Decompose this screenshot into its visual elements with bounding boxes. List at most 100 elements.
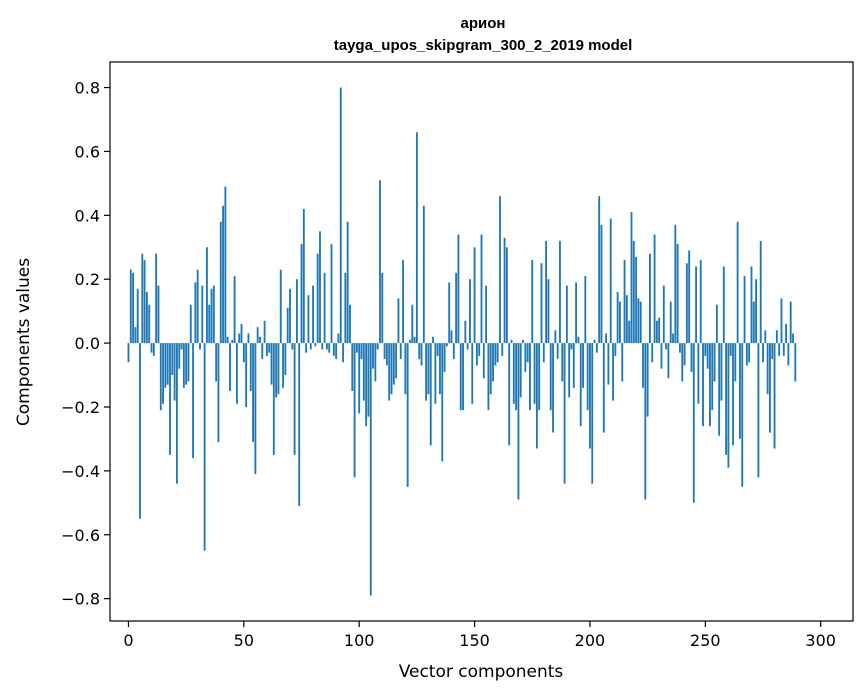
bar-118 <box>399 343 402 360</box>
bar-187 <box>559 240 561 344</box>
bar-194 <box>575 282 578 344</box>
bar-116 <box>395 343 398 379</box>
bar-89 <box>332 343 335 356</box>
bar-122 <box>409 339 411 344</box>
bar-132 <box>432 336 434 344</box>
bar-79 <box>309 343 312 350</box>
bar-24 <box>182 343 185 388</box>
bar-50 <box>242 343 245 363</box>
bar-233 <box>665 343 668 350</box>
bar-34 <box>205 247 208 344</box>
bar-76 <box>302 208 305 344</box>
bar-74 <box>298 343 301 507</box>
bar-277 <box>766 343 769 395</box>
bar-165 <box>508 343 511 446</box>
bar-102 <box>362 343 365 401</box>
plot-frame <box>109 61 854 622</box>
bar-244 <box>690 343 693 372</box>
bar-269 <box>748 343 751 363</box>
bar-270 <box>750 266 753 344</box>
bar-214 <box>621 343 624 382</box>
bar-106 <box>372 343 374 369</box>
bar-84 <box>321 343 324 350</box>
bar-108 <box>376 343 379 350</box>
x-tick-label-150: 150 <box>459 631 490 650</box>
bar-67 <box>282 343 284 388</box>
bar-61 <box>268 343 271 353</box>
bar-126 <box>418 343 421 360</box>
bar-286 <box>787 343 790 366</box>
bar-150 <box>473 247 476 344</box>
bar-210 <box>612 343 614 401</box>
bar-239 <box>679 343 681 353</box>
bar-209 <box>609 218 612 344</box>
bar-10 <box>150 343 153 353</box>
bar-145 <box>462 343 464 411</box>
bar-65 <box>277 343 280 395</box>
bar-57 <box>259 336 261 344</box>
bar-248 <box>699 260 702 344</box>
bar-12 <box>155 253 158 344</box>
bar-262 <box>732 343 734 446</box>
bar-82 <box>316 253 319 344</box>
bar-31 <box>199 343 201 350</box>
bar-204 <box>598 196 601 344</box>
x-axis-ticks: 0 50 100 150 200 250 300 <box>123 621 836 650</box>
bar-7 <box>143 260 146 344</box>
bar-59 <box>263 320 266 344</box>
y-tick-label-1: −0.6 <box>61 526 100 545</box>
bar-161 <box>499 196 501 344</box>
bar-35 <box>208 304 211 344</box>
bar-114 <box>390 343 393 395</box>
bar-5 <box>139 343 141 519</box>
bar-4 <box>136 288 139 344</box>
bar-123 <box>411 304 414 344</box>
bar-21 <box>175 343 178 484</box>
bar-267 <box>743 276 746 344</box>
bar-130 <box>427 343 430 395</box>
bar-22 <box>178 343 181 369</box>
bar-144 <box>459 343 462 411</box>
bar-72 <box>293 343 296 455</box>
bar-47 <box>235 343 238 404</box>
bar-146 <box>464 320 467 344</box>
bar-13 <box>157 285 160 344</box>
x-tick-label-200: 200 <box>575 631 606 650</box>
bar-181 <box>545 240 548 344</box>
bar-115 <box>392 343 395 385</box>
bar-111 <box>383 343 386 360</box>
bar-88 <box>330 244 333 344</box>
bar-75 <box>300 244 303 344</box>
bar-138 <box>445 343 448 347</box>
bar-289 <box>794 343 797 382</box>
bar-151 <box>475 343 478 366</box>
bar-100 <box>358 343 361 414</box>
bar-178 <box>538 343 541 411</box>
bar-14 <box>159 343 162 411</box>
bar-92 <box>339 87 342 344</box>
bar-11 <box>152 343 155 356</box>
bar-8 <box>146 291 148 344</box>
bar-201 <box>591 343 594 484</box>
bar-86 <box>325 343 328 350</box>
bar-203 <box>595 343 598 353</box>
bar-177 <box>535 343 538 449</box>
chart-title: арион <box>461 15 506 32</box>
bar-280 <box>773 343 776 449</box>
bar-216 <box>625 295 628 344</box>
bar-172 <box>524 343 527 372</box>
bar-18 <box>169 343 171 455</box>
bar-62 <box>270 343 273 385</box>
bar-0 <box>127 343 130 363</box>
y-tick-label-7: 0.6 <box>75 142 100 161</box>
bar-43 <box>226 336 229 344</box>
bar-53 <box>249 343 252 392</box>
bar-25 <box>185 343 188 385</box>
bar-148 <box>469 279 471 344</box>
bar-44 <box>229 343 231 392</box>
bar-227 <box>651 343 654 363</box>
bar-99 <box>355 343 358 353</box>
x-tick-label-50: 50 <box>234 631 254 650</box>
bar-275 <box>762 343 764 363</box>
x-axis-label: Vector components <box>399 662 564 682</box>
